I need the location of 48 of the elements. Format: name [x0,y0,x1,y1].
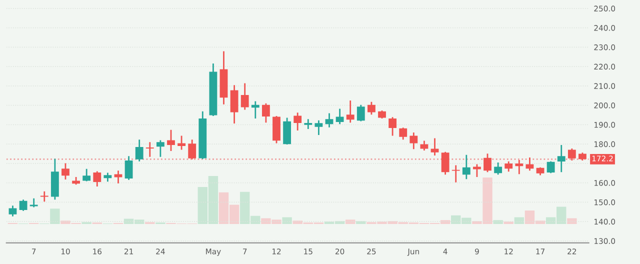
candlestick [272,115,280,144]
candlestick [146,141,154,158]
candlestick [283,117,292,146]
candlestick [568,148,576,162]
candlestick [40,190,48,202]
candlestick [251,100,260,120]
candlestick [294,112,302,132]
candlestick [135,138,144,162]
candlestick [262,102,270,124]
candlestick [462,154,470,180]
candlestick [167,129,175,152]
candlestick [240,82,249,110]
candlestick [441,151,450,176]
candlestick [336,108,344,125]
candlestick [388,116,397,136]
candlestick [504,160,513,172]
candlestick [368,101,376,116]
candlestick [526,156,534,172]
candlestick [93,170,102,188]
candlestick [399,126,408,140]
candlestick [356,104,365,122]
candlestick [314,120,323,136]
candlestick [484,152,492,173]
candlestick [230,84,238,124]
bar [493,220,503,224]
candlestick [473,164,481,178]
candlestick [325,112,334,128]
candlestick [178,135,186,150]
candlestick [430,138,439,156]
candlestick [188,138,196,160]
candlestick [546,160,555,174]
candlestick [62,162,70,180]
candlestick [124,155,133,181]
candlestick [8,204,17,218]
candlestick [156,140,164,158]
bar [346,220,356,224]
candlestick [19,198,28,212]
candlestick [494,162,502,176]
bar [356,221,366,224]
bar [282,217,292,224]
candlestick [304,118,312,130]
candlestick [410,132,418,150]
candlestick [346,100,354,124]
candlestick [557,144,566,173]
candlestick [515,159,524,175]
candlestick [452,164,460,184]
bar [567,218,577,224]
candlestick [82,168,91,182]
